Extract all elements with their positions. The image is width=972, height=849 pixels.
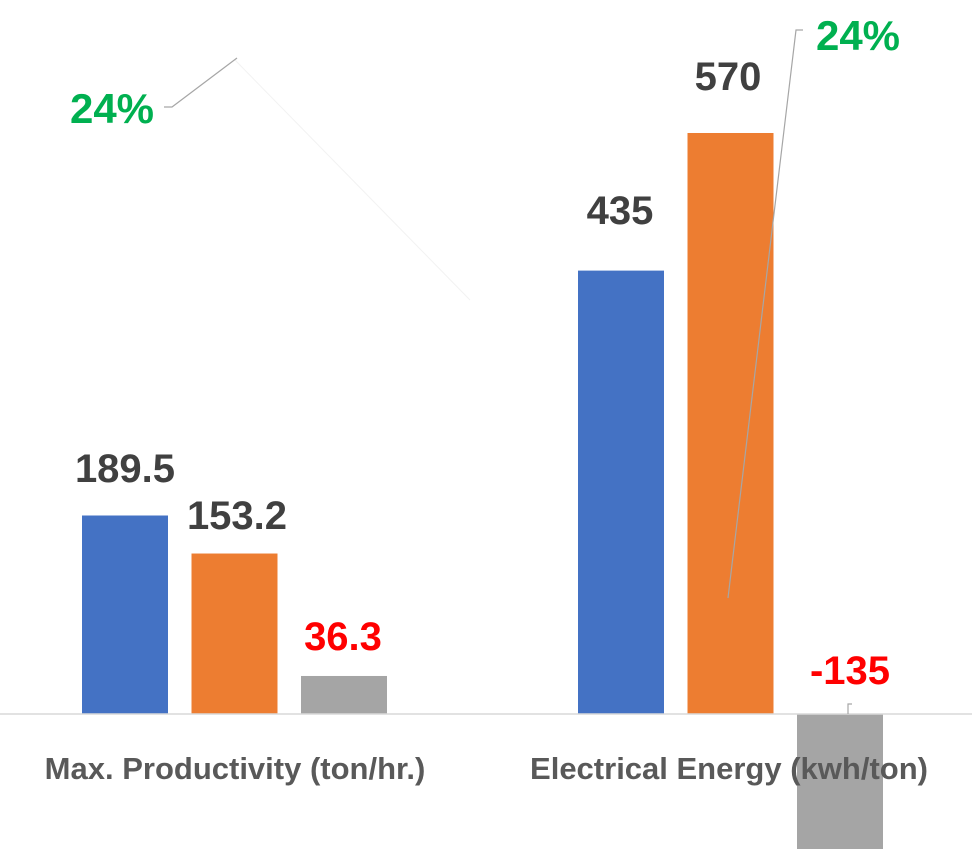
data-label-series1-cat1: 189.5	[75, 447, 175, 491]
bar-series2-cat1	[191, 553, 278, 714]
category-label-2: Electrical Energy (kwh/ton)	[530, 751, 928, 786]
percent-change-annotation-1: 24%	[70, 85, 154, 132]
data-label-series2-cat2: 570	[695, 55, 762, 99]
category-label-1: Max. Productivity (ton/hr.)	[45, 751, 426, 786]
data-label-series1-cat2: 435	[587, 189, 654, 233]
bar-series1-cat2	[578, 270, 664, 714]
faint-leader-line	[234, 59, 471, 301]
bar-series3-cat2	[797, 714, 883, 849]
data-label-series2-cat1: 153.2	[187, 494, 287, 538]
annotation-leader-line-1	[164, 57, 238, 108]
data-label-series3-cat2: -135	[810, 649, 890, 693]
data-label-leader-line	[847, 703, 852, 714]
data-label-series3-cat1: 36.3	[304, 615, 382, 659]
bar-series3-cat1	[301, 675, 387, 714]
annotation-leader-line-2	[727, 29, 803, 599]
bar-series1-cat1	[82, 515, 168, 714]
percent-change-annotation-2: 24%	[816, 12, 900, 59]
bar-series2-cat2	[687, 132, 774, 714]
